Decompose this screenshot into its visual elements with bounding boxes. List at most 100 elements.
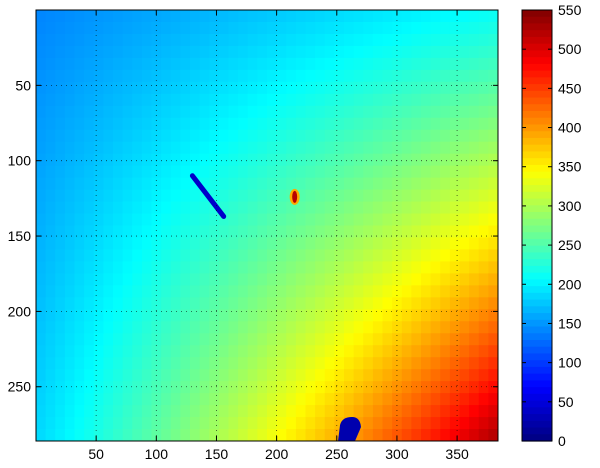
heatmap-cell bbox=[421, 57, 432, 71]
heatmap-cell bbox=[257, 333, 268, 346]
heatmap-cell bbox=[84, 297, 95, 310]
heatmap-cell bbox=[218, 57, 230, 71]
heatmap-cell bbox=[45, 129, 56, 143]
heatmap-cell bbox=[74, 333, 85, 346]
heatmap-cell bbox=[122, 141, 133, 155]
heatmap-cell bbox=[74, 393, 85, 406]
heatmap-cell bbox=[180, 93, 191, 107]
heatmap-cell bbox=[74, 381, 85, 394]
heatmap-cell bbox=[295, 117, 307, 131]
heatmap-cell bbox=[55, 213, 66, 227]
heatmap-cell bbox=[132, 249, 143, 263]
heatmap-cell bbox=[401, 69, 412, 83]
heatmap-cell bbox=[430, 225, 441, 239]
heatmap-cell bbox=[315, 93, 326, 107]
heatmap-cell bbox=[353, 285, 364, 298]
heatmap-cell bbox=[161, 10, 172, 23]
heatmap-cell bbox=[64, 153, 76, 167]
heatmap-cell bbox=[295, 369, 307, 382]
heatmap-cell bbox=[430, 417, 441, 430]
heatmap-cell bbox=[267, 45, 278, 59]
x-tick-label: 150 bbox=[205, 446, 229, 462]
heatmap-cell bbox=[421, 10, 432, 23]
heatmap-cell bbox=[170, 69, 181, 83]
heatmap-cell bbox=[459, 405, 470, 418]
heatmap-cell bbox=[257, 321, 268, 334]
heatmap-cell bbox=[392, 105, 403, 119]
heatmap-cell bbox=[64, 141, 76, 155]
colorbar-segment bbox=[522, 111, 552, 119]
heatmap-cell bbox=[276, 69, 287, 83]
heatmap-cell bbox=[421, 249, 432, 263]
heatmap-cell bbox=[36, 117, 47, 131]
heatmap-cell bbox=[315, 261, 326, 274]
heatmap-cell bbox=[64, 333, 76, 346]
heatmap-cell bbox=[74, 345, 85, 358]
colorbar-segment bbox=[522, 259, 552, 267]
heatmap-cell bbox=[315, 129, 326, 143]
heatmap-cell bbox=[36, 405, 47, 418]
heatmap-cell bbox=[199, 201, 210, 215]
heatmap-cell bbox=[64, 369, 76, 382]
heatmap-cell bbox=[276, 417, 287, 430]
heatmap-cell bbox=[372, 201, 384, 215]
heatmap-cell bbox=[363, 249, 374, 263]
heatmap-cell bbox=[440, 189, 451, 203]
heatmap-cell bbox=[382, 429, 393, 441]
heatmap-cell bbox=[315, 405, 326, 418]
heatmap-cell bbox=[113, 45, 124, 59]
heatmap-cell bbox=[247, 405, 258, 418]
heatmap-cell bbox=[64, 81, 76, 95]
heatmap-cell bbox=[295, 237, 307, 251]
heatmap-cell bbox=[334, 297, 345, 310]
heatmap-cell bbox=[488, 141, 498, 155]
heatmap-cell bbox=[372, 153, 384, 167]
heatmap-cell bbox=[228, 141, 239, 155]
heatmap-cell bbox=[180, 33, 191, 47]
heatmap-cell bbox=[267, 249, 278, 263]
heatmap-cell bbox=[209, 417, 220, 430]
heatmap-cell bbox=[113, 105, 124, 119]
heatmap-cell bbox=[469, 81, 480, 95]
heatmap-cell bbox=[411, 249, 422, 263]
heatmap-cell bbox=[276, 153, 287, 167]
heatmap-cell bbox=[382, 10, 393, 23]
heatmap-cell bbox=[286, 129, 297, 143]
heatmap-cell bbox=[55, 237, 66, 251]
heatmap-cell bbox=[103, 213, 114, 227]
heatmap-cell bbox=[315, 189, 326, 203]
heatmap-cell bbox=[84, 45, 95, 59]
heatmap-cell bbox=[218, 381, 230, 394]
heatmap-cell bbox=[113, 141, 124, 155]
heatmap-cell bbox=[170, 141, 181, 155]
heatmap-cell bbox=[305, 213, 316, 227]
heatmap-cell bbox=[247, 249, 258, 263]
heatmap-cell bbox=[324, 369, 335, 382]
colorbar-tick-label: 350 bbox=[558, 159, 582, 175]
heatmap-cell bbox=[295, 345, 307, 358]
heatmap-cell bbox=[478, 201, 489, 215]
colorbar-segment bbox=[522, 346, 552, 355]
colorbar-segment bbox=[522, 205, 552, 213]
heatmap-cell bbox=[36, 33, 47, 47]
heatmap-cell bbox=[421, 381, 432, 394]
heatmap-cell bbox=[392, 201, 403, 215]
heatmap-cell bbox=[218, 21, 230, 35]
heatmap-cell bbox=[440, 141, 451, 155]
x-tick-label: 300 bbox=[385, 446, 409, 462]
heatmap-cell bbox=[430, 237, 441, 251]
heatmap-cell bbox=[64, 129, 76, 143]
heatmap-cell bbox=[257, 273, 268, 286]
heatmap-cell bbox=[449, 165, 461, 179]
heatmap-cell bbox=[180, 21, 191, 35]
heatmap-cell bbox=[469, 297, 480, 310]
heatmap-cell bbox=[161, 273, 172, 286]
heatmap-cell bbox=[421, 261, 432, 274]
heatmap-cell bbox=[459, 105, 470, 119]
heatmap-cell bbox=[209, 153, 220, 167]
heatmap-cell bbox=[392, 321, 403, 334]
heatmap-cell bbox=[488, 393, 498, 406]
heatmap-cell bbox=[199, 117, 210, 131]
heatmap-cell bbox=[334, 93, 345, 107]
heatmap-cell bbox=[132, 201, 143, 215]
